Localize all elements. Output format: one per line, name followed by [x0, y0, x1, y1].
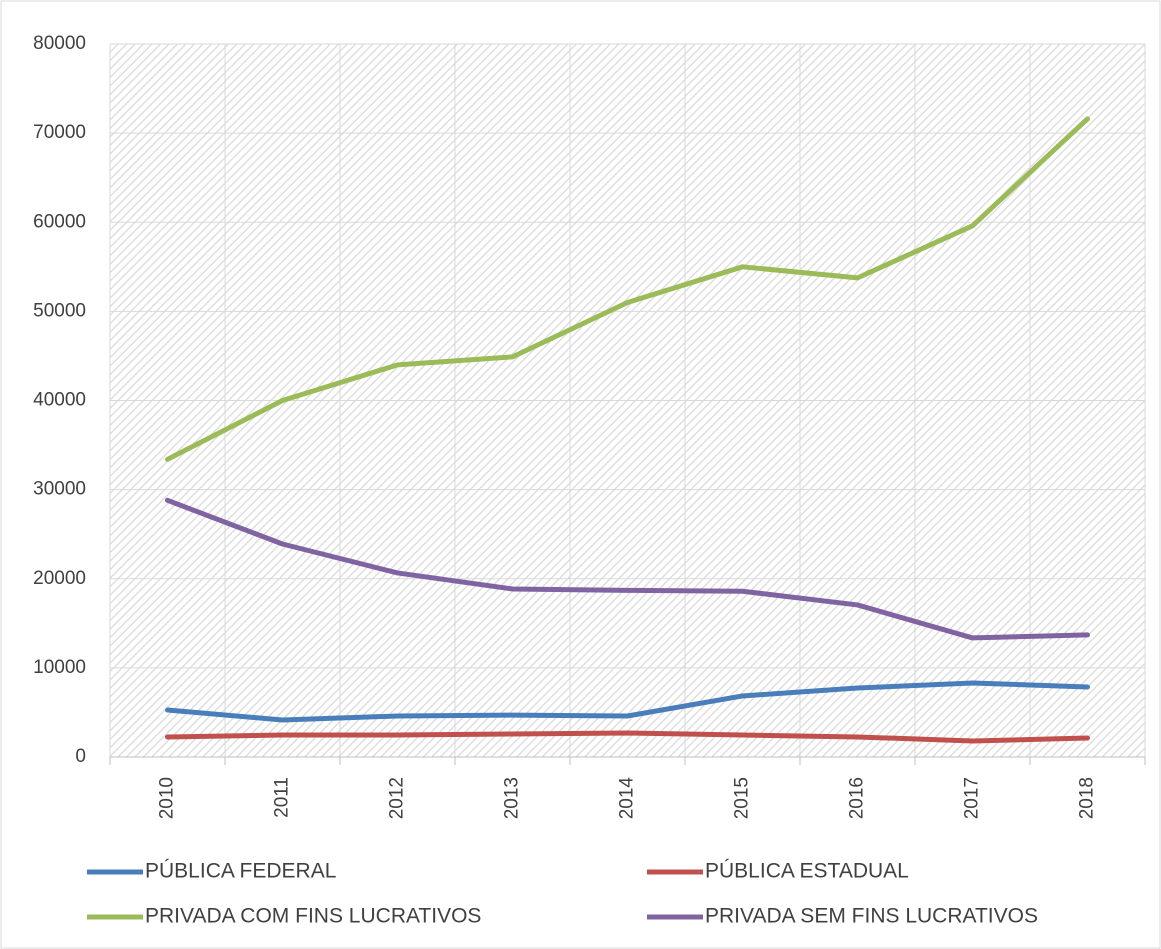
- x-tick-label: 2012: [387, 777, 408, 819]
- y-tick-label: 70000: [33, 122, 86, 143]
- y-tick-label: 50000: [33, 300, 86, 321]
- legend-label: PÚBLICA ESTADUAL: [705, 860, 909, 883]
- series-line: [165, 680, 1090, 723]
- legend-label: PRIVADA COM FINS LUCRATIVOS: [145, 905, 481, 928]
- legend-label: PÚBLICA FEDERAL: [145, 860, 336, 883]
- x-tick-label: 2013: [502, 777, 523, 819]
- x-tick-label: 2010: [157, 777, 178, 819]
- x-tick-label: 2015: [732, 777, 753, 819]
- y-tick-label: 0: [75, 746, 86, 767]
- y-tick-label: 40000: [33, 390, 86, 411]
- x-tick-label: 2016: [847, 777, 868, 819]
- series-line: [165, 497, 1090, 641]
- x-tick-label: 2011: [272, 777, 293, 818]
- series-line: [165, 116, 1090, 462]
- legend-label: PRIVADA SEM FINS LUCRATIVOS: [705, 905, 1038, 928]
- y-tick-label: 20000: [33, 568, 86, 589]
- y-tick-label: 30000: [33, 479, 86, 500]
- y-tick-label: 60000: [33, 211, 86, 232]
- y-tick-label: 80000: [33, 33, 86, 54]
- x-tick-label: 2017: [962, 777, 983, 819]
- y-tick-label: 10000: [33, 657, 86, 678]
- series-line: [165, 730, 1090, 744]
- x-tick-label: 2014: [617, 777, 638, 820]
- x-tick-label: 2018: [1077, 777, 1098, 819]
